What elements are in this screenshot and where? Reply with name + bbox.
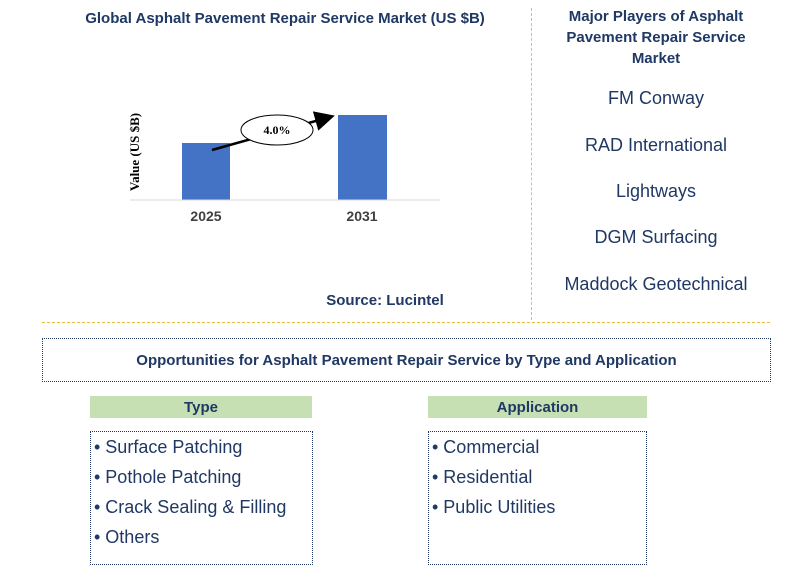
players-title: Major Players of Asphalt Pavement Repair…	[566, 8, 746, 67]
bar-2031	[338, 115, 387, 200]
type-item: • Crack Sealing & Filling	[94, 497, 287, 517]
player-item: FM Conway	[607, 88, 705, 108]
x-tick-2025: 2025	[190, 208, 221, 224]
application-item: • Commercial	[432, 437, 540, 457]
player-item: DGM Surfacing	[594, 227, 718, 247]
type-header: Type	[90, 396, 312, 418]
horizontal-divider	[42, 322, 770, 323]
vertical-divider	[531, 8, 532, 320]
application-list: • Commercial • Residential • Public Util…	[428, 431, 647, 565]
type-item: • Surface Patching	[94, 437, 243, 457]
player-item: Lightways	[615, 181, 697, 201]
cagr-ellipse	[240, 114, 314, 146]
player-item: RAD International	[584, 135, 728, 155]
player-item: Maddock Geotechnical	[564, 274, 748, 294]
bar-2025	[182, 143, 230, 200]
application-item: • Residential	[432, 467, 533, 487]
bar-chart: Value (US $B) 2025 2031 4.0%	[127, 111, 440, 224]
opportunities-title: Opportunities for Asphalt Pavement Repai…	[42, 338, 771, 382]
y-axis-label: Value (US $B)	[127, 113, 142, 191]
source-label: Source: Lucintel	[326, 292, 444, 309]
type-item: • Others	[94, 527, 160, 547]
cagr-label: 4.0%	[264, 123, 291, 137]
type-item: • Pothole Patching	[94, 467, 242, 487]
application-header: Application	[428, 396, 647, 418]
x-tick-2031: 2031	[346, 208, 377, 224]
chart-title: Global Asphalt Pavement Repair Service M…	[85, 10, 485, 27]
application-item: • Public Utilities	[432, 497, 556, 517]
type-list: • Surface Patching • Pothole Patching • …	[90, 431, 313, 565]
